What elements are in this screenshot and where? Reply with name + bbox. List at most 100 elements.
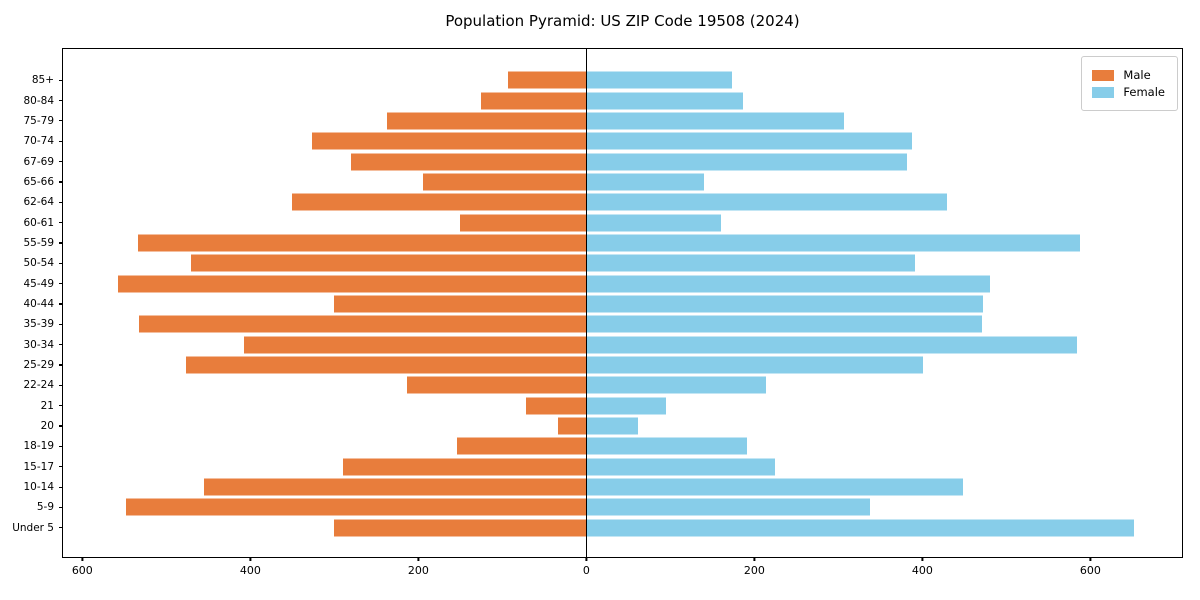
y-tick-mark — [59, 140, 63, 142]
y-tick-label: Under 5 — [12, 521, 54, 534]
y-tick-mark — [59, 405, 63, 407]
y-tick-mark — [59, 425, 63, 427]
x-tick-mark — [921, 557, 923, 561]
pyramid-row — [63, 192, 1182, 212]
pyramid-row — [63, 70, 1182, 90]
female-bar — [586, 234, 1080, 252]
male-bar — [407, 376, 587, 394]
pyramid-row — [63, 457, 1182, 477]
female-bar — [586, 112, 845, 130]
pyramid-row — [63, 294, 1182, 314]
pyramid-row — [63, 375, 1182, 395]
male-bar — [186, 356, 587, 374]
y-tick-label: 30-34 — [23, 338, 54, 351]
female-bar — [586, 92, 743, 110]
y-tick-mark — [59, 262, 63, 264]
female-bar — [586, 254, 915, 272]
male-bar — [387, 112, 587, 130]
y-tick-mark — [59, 344, 63, 346]
y-tick-label: 62-64 — [23, 196, 54, 209]
female-bar — [586, 519, 1135, 537]
y-tick-label: 60-61 — [23, 216, 54, 229]
y-tick-label: 55-59 — [23, 236, 54, 249]
x-tick-label: 400 — [911, 564, 933, 577]
pyramid-row — [63, 477, 1182, 497]
y-tick-mark — [59, 364, 63, 366]
female-bar — [586, 376, 767, 394]
y-tick-mark — [59, 506, 63, 509]
pyramid-row — [63, 90, 1182, 110]
x-tick-label: 200 — [743, 564, 765, 577]
female-bar — [586, 295, 983, 313]
male-bar — [342, 458, 587, 476]
male-bar — [334, 295, 587, 313]
female-bar — [586, 153, 908, 171]
female-bar — [586, 275, 990, 293]
female-bar — [586, 478, 963, 496]
female-swatch — [1092, 86, 1115, 98]
pyramid-row — [63, 172, 1182, 192]
y-tick-mark — [59, 160, 63, 163]
female-bar — [586, 417, 639, 435]
y-tick-label: 10-14 — [23, 481, 54, 494]
female-bar — [586, 336, 1077, 354]
legend-entry: Female — [1092, 85, 1165, 99]
y-tick-mark — [59, 486, 63, 488]
pyramid-row — [63, 151, 1182, 171]
male-bar — [481, 92, 587, 110]
x-tick-mark — [417, 557, 419, 561]
male-bar — [422, 173, 587, 191]
female-bar — [586, 71, 732, 89]
y-tick-label: 65-66 — [23, 175, 54, 188]
y-tick-mark — [59, 99, 63, 102]
bars-layer — [63, 70, 1182, 538]
female-bar — [586, 173, 704, 191]
y-tick-mark — [59, 323, 63, 325]
male-bar — [557, 417, 587, 435]
male-bar — [126, 498, 587, 516]
male-bar — [137, 234, 587, 252]
y-tick-mark — [59, 445, 63, 448]
pyramid-row — [63, 396, 1182, 416]
y-tick-label: 25-29 — [23, 359, 54, 372]
plot-area: 600 400 200 0 200 400 600 85+ 80-84 75-79 70-74 67… — [12, 48, 1183, 577]
y-tick-label: 15-17 — [23, 460, 54, 473]
legend-label: Female — [1123, 85, 1165, 99]
male-bar — [459, 214, 587, 232]
female-bar — [586, 498, 871, 516]
pyramid-row — [63, 497, 1182, 517]
y-tick-mark — [59, 283, 63, 285]
y-tick-label: 67-69 — [23, 155, 54, 168]
y-tick-mark — [59, 242, 63, 244]
male-bar — [351, 153, 587, 171]
y-tick-label: 75-79 — [23, 114, 54, 127]
y-tick-mark — [59, 181, 63, 183]
male-bar — [190, 254, 587, 272]
female-bar — [586, 214, 721, 232]
legend-label: Male — [1123, 68, 1151, 82]
male-bar — [457, 437, 587, 455]
y-tick-label: 18-19 — [23, 440, 54, 453]
pyramid-row — [63, 355, 1182, 375]
y-tick-mark — [59, 466, 63, 468]
y-tick-label: 50-54 — [23, 257, 54, 270]
y-tick-mark — [59, 79, 63, 81]
y-tick-label: 20 — [40, 420, 54, 433]
pyramid-row — [63, 233, 1182, 253]
legend: Male Female — [1081, 56, 1178, 111]
x-tick-label: 200 — [407, 564, 429, 577]
y-tick-mark — [59, 303, 63, 305]
male-bar — [291, 193, 587, 211]
x-tick-label: 0 — [582, 564, 590, 577]
male-bar — [333, 519, 587, 537]
male-bar — [244, 336, 587, 354]
female-bar — [586, 437, 747, 455]
pyramid-row — [63, 131, 1182, 151]
female-bar — [586, 458, 776, 476]
y-tick-mark — [59, 384, 63, 386]
chart-title: Population Pyramid: US ZIP Code 19508 (2… — [445, 12, 800, 30]
pyramid-row — [63, 436, 1182, 456]
y-tick-mark — [59, 222, 63, 224]
pyramid-row — [63, 111, 1182, 131]
